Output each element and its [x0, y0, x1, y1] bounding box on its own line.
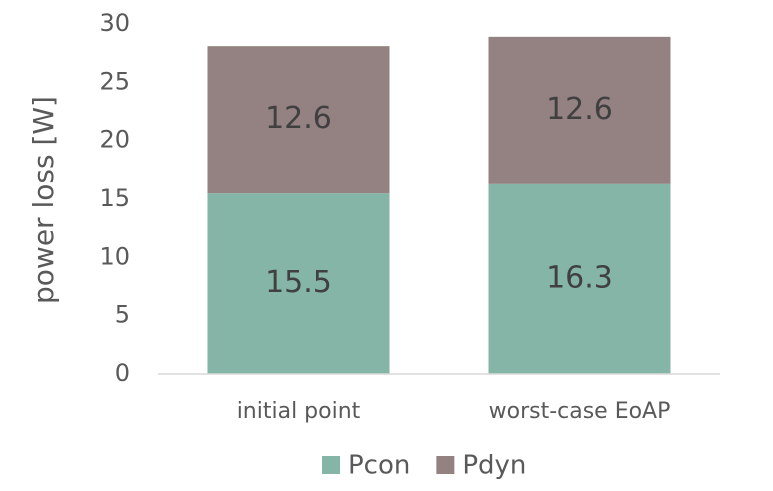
x-tick-label: worst-case EoAP	[489, 399, 671, 424]
bar-segment	[207, 46, 390, 194]
bar-segment	[207, 193, 390, 374]
bar-segment	[488, 183, 671, 374]
y-tick-label: 30	[99, 9, 130, 37]
legend-swatch	[322, 456, 340, 474]
legend-swatch	[436, 456, 455, 474]
y-tick-label: 5	[115, 301, 130, 329]
x-tick-label: initial point	[237, 399, 361, 424]
legend-label: Pcon	[348, 451, 410, 481]
y-tick-label: 25	[99, 67, 130, 95]
data-label: 15.5	[265, 265, 332, 300]
data-label: 12.6	[265, 101, 332, 136]
y-tick-label: 0	[115, 359, 130, 387]
legend-label: Pdyn	[462, 451, 526, 481]
data-label: 16.3	[546, 260, 613, 295]
data-label: 12.6	[546, 92, 613, 127]
y-tick-label: 10	[99, 242, 130, 270]
y-tick-label: 15	[99, 184, 130, 212]
bar-segment	[488, 36, 671, 184]
y-axis-label: power loss [W]	[27, 96, 60, 304]
y-tick-label: 20	[99, 126, 130, 154]
